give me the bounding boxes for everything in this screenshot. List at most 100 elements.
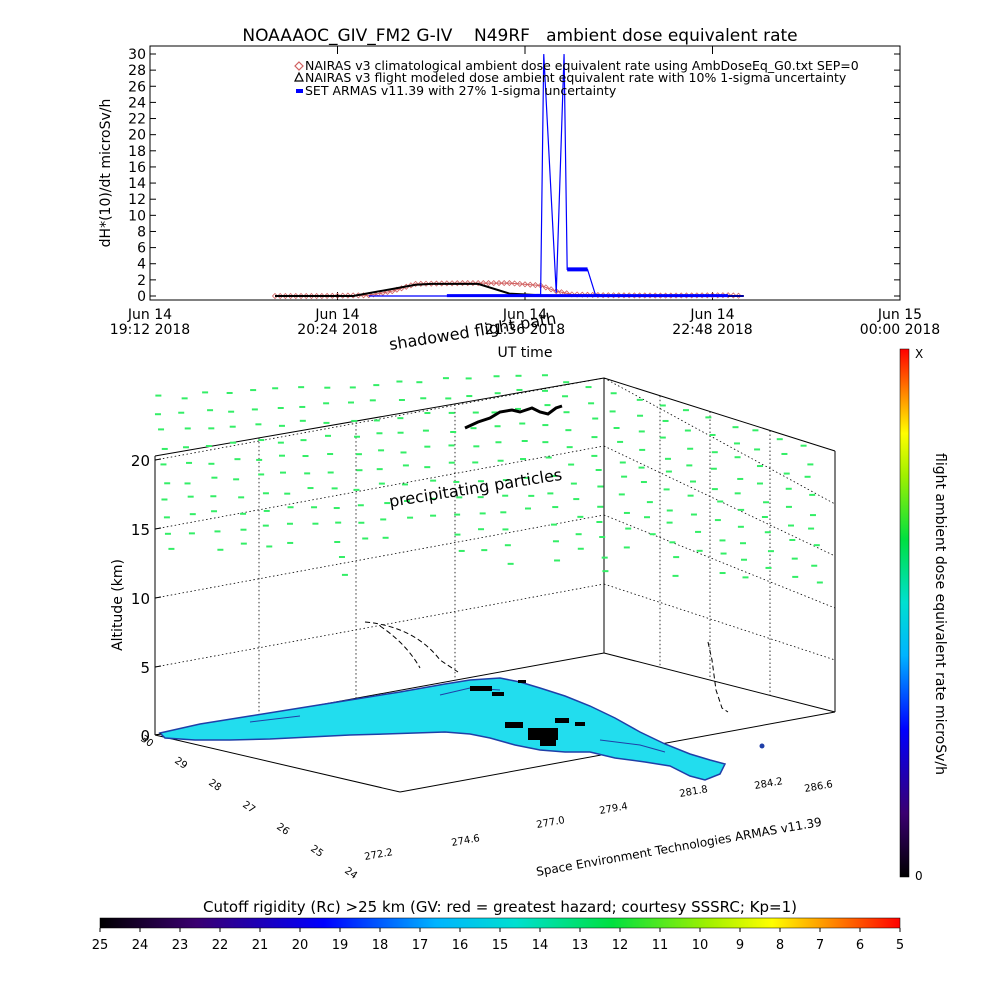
y-tick-label: 10: [128, 208, 146, 224]
rigidity-tick-label: 21: [252, 938, 269, 953]
data-point: [329, 292, 336, 299]
rigidity-colorbar-gradient: [99, 917, 901, 929]
x-axis-label: UT time: [498, 345, 553, 361]
data-point: [532, 282, 539, 289]
legend: NAIRAS v3 climatological ambient dose eq…: [294, 58, 859, 98]
dose-markers-ground: [470, 680, 765, 749]
y-tick-label: 28: [128, 63, 146, 79]
data-point: [339, 292, 346, 299]
y-tick-label: 24: [128, 95, 146, 111]
latitude-tick-label: 26: [274, 821, 291, 837]
latitude-tick-label: 24: [342, 865, 359, 881]
rigidity-tick-label: 13: [572, 938, 589, 953]
data-point: [449, 280, 456, 287]
rigidity-tick-label: 22: [212, 938, 229, 953]
z-tick-label: 10: [131, 590, 150, 608]
data-point: [589, 291, 596, 298]
rigidity-tick-label: 9: [736, 938, 744, 953]
legend-label: NAIRAS v3 climatological ambient dose eq…: [305, 58, 859, 73]
rigidity-colorbar: Cutoff rigidity (Rc) >25 km (GV: red = g…: [92, 898, 904, 953]
chart-title: NOAAAOC_GIV_FM2 G-IV N49RF ambient dose …: [242, 26, 797, 46]
land-mass: [158, 677, 727, 781]
latitude-tick-label: 25: [308, 843, 325, 859]
data-point: [485, 280, 492, 287]
data-point: [344, 292, 351, 299]
x-tick-label-time: 00:00 2018: [860, 322, 940, 338]
data-point: [579, 291, 586, 298]
x-tick-label-date: Jun 14: [689, 307, 734, 323]
data-point: [433, 280, 440, 287]
rigidity-tick-label: 20: [292, 938, 309, 953]
rigidity-tick-label: 5: [896, 938, 904, 953]
latitude-tick-label: 28: [206, 777, 223, 793]
z-axis-label: Altitude (km): [110, 559, 126, 651]
rigidity-tick-label: 14: [532, 938, 549, 953]
data-point: [511, 280, 518, 287]
data-point: [334, 292, 341, 299]
data-point: [438, 280, 445, 287]
rigidity-tick-label: 11: [652, 938, 669, 953]
x-tick-label-date: Jun 14: [502, 307, 547, 323]
box-edge: [154, 377, 605, 457]
y-tick-label: 30: [128, 47, 146, 63]
data-point: [443, 280, 450, 287]
z-tick: [154, 596, 162, 599]
rigidity-tick-label: 25: [92, 938, 109, 953]
triangle-marker-icon: [294, 71, 304, 82]
data-point: [495, 280, 503, 287]
data-point: [469, 280, 476, 287]
z-tick: [154, 458, 162, 461]
rigidity-tick-label: 18: [372, 938, 389, 953]
rigidity-colorbar-title: Cutoff rigidity (Rc) >25 km (GV: red = g…: [203, 898, 797, 916]
z-tick-label: 5: [140, 659, 150, 677]
y-tick-label: 4: [137, 257, 146, 273]
flight-path-shadow: [364, 621, 459, 673]
y-tick-label: 8: [137, 224, 146, 240]
x-tick-label-time: 21:36 2018: [485, 322, 565, 338]
y-tick-label: 2: [137, 273, 146, 289]
longitude-tick-label: 284.2: [754, 776, 784, 792]
flight-path-ground: [707, 641, 729, 713]
data-point: [584, 291, 591, 298]
data-point: [389, 288, 396, 295]
rigidity-tick-label: 19: [332, 938, 349, 953]
legend-entry-armas: SET ARMAS v11.39 with 27% 1-sigma uncert…: [296, 83, 617, 98]
square-marker-icon: [296, 89, 303, 93]
data-point: [412, 280, 419, 287]
longitude-tick-label: 286.6: [804, 779, 834, 795]
y-tick-label: 22: [128, 112, 146, 128]
series-layer: [271, 54, 744, 300]
rigidity-tick-label: 23: [172, 938, 189, 953]
latitude-tick-label: 27: [240, 799, 257, 815]
z-tick: [154, 733, 162, 736]
y-tick-label: 14: [128, 176, 146, 192]
dose-colorbar-gradient: [899, 348, 910, 878]
rigidity-tick-label: 6: [856, 938, 864, 953]
data-point: [350, 292, 357, 299]
x-tick-label-date: Jun 14: [127, 307, 172, 323]
x-tick-label-time: 19:12 2018: [110, 322, 190, 338]
y-tick-label: 0: [137, 289, 146, 305]
rigidity-tick-label: 15: [492, 938, 509, 953]
rigidity-tick-label: 24: [132, 938, 149, 953]
grid-lines: [154, 377, 836, 717]
data-point: [547, 286, 555, 293]
data-point: [464, 280, 471, 287]
data-point: [730, 292, 737, 299]
data-point: [506, 280, 513, 287]
longitude-tick-label: 277.0: [536, 815, 566, 831]
legend-entry-nairas-climatological: NAIRAS v3 climatological ambient dose eq…: [294, 58, 859, 73]
data-point: [527, 281, 534, 288]
data-point: [516, 280, 523, 287]
data-point: [454, 280, 461, 287]
z-tick-label: 20: [131, 452, 150, 470]
longitude-tick-label: 279.4: [599, 801, 629, 817]
dose-colorbar-title: flight ambient dose equivalent rate micr…: [932, 453, 948, 775]
y-tick-label: 26: [128, 79, 146, 95]
legend-entry-nairas-flight: NAIRAS v3 flight modeled dose ambient eq…: [294, 70, 847, 85]
z-tick: [154, 527, 162, 530]
